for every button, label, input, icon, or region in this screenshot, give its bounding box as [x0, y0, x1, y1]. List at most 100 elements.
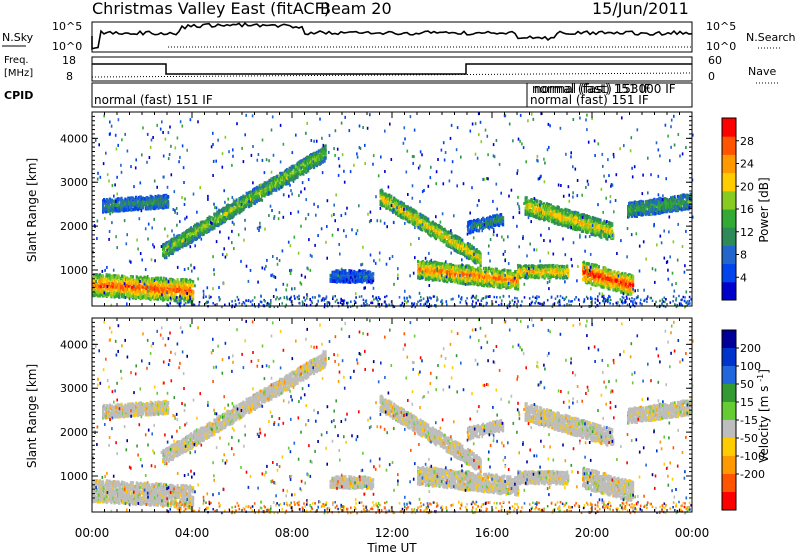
power-heatmap [92, 112, 694, 309]
power-echo [115, 278, 118, 283]
power-echo [503, 268, 506, 272]
power-echo [390, 194, 393, 199]
power-echo [93, 273, 96, 277]
power-echo [168, 281, 171, 285]
power-echo [213, 226, 216, 230]
power-echo [162, 206, 165, 210]
power-echo [102, 204, 105, 208]
freq-tick-bottom: 8 [66, 70, 73, 83]
power-echo [127, 285, 131, 289]
power-echo [181, 239, 184, 243]
power-echo [218, 208, 221, 213]
power-echo [126, 292, 129, 296]
power-echo [160, 278, 163, 283]
power-echo [187, 280, 190, 284]
power-echo [125, 287, 128, 291]
power-echo [185, 282, 188, 287]
power-echo [188, 291, 191, 295]
power-echo [154, 290, 157, 294]
power-echo [157, 297, 160, 301]
power-echo [472, 249, 475, 253]
power-echo [136, 207, 140, 212]
freq-panel [91, 56, 693, 82]
power-echo [208, 224, 211, 229]
power-echo [118, 197, 121, 202]
power-echo [453, 273, 457, 277]
power-echo [502, 223, 505, 227]
power-echo [124, 197, 127, 201]
power-echo [427, 277, 430, 282]
nsky-label: N.Sky [2, 31, 34, 44]
power-echo [115, 285, 118, 289]
freq-tick-top: 18 [62, 54, 76, 67]
power-echo [494, 223, 497, 227]
power-echo [418, 220, 421, 224]
power-echo [189, 236, 192, 240]
power-echo [468, 242, 471, 247]
power-echo [148, 202, 151, 206]
power-echo [178, 237, 181, 241]
power-echo [99, 285, 102, 289]
power-echo [166, 292, 169, 297]
power-echo [200, 220, 203, 224]
power-echo [157, 206, 160, 210]
power-echo [150, 293, 153, 297]
power-echo [180, 278, 183, 282]
power-echo [110, 293, 113, 297]
power-echo [109, 278, 112, 282]
power-echo [479, 255, 482, 259]
power-echo [192, 294, 195, 298]
power-echo [150, 289, 153, 294]
power-echo [128, 207, 131, 212]
power-echo [140, 292, 143, 296]
figure-title: Christmas Valley East (fitACF) [92, 0, 330, 18]
power-echo [96, 274, 100, 278]
power-echo [517, 283, 520, 287]
cpid-segment-4: normal (fast) 153000 IF [534, 82, 676, 96]
power-echo [130, 205, 133, 209]
power-echo [101, 274, 104, 278]
power-echo [509, 271, 512, 275]
power-echo [135, 294, 138, 299]
power-echo [176, 278, 179, 282]
power-echo [116, 202, 119, 206]
power-echo [257, 198, 260, 202]
power-echo [178, 235, 181, 239]
power-echo [388, 193, 391, 197]
power-echo [118, 275, 121, 279]
power-echo [225, 212, 228, 216]
power-echo [139, 275, 142, 280]
power-echo [369, 270, 372, 275]
power-echo [112, 209, 115, 213]
power-echo [114, 292, 117, 296]
cpid-segment-2: normal (fast) 151 IF [532, 82, 651, 96]
power-echo [154, 206, 157, 210]
beam-label: Beam 20 [320, 0, 392, 18]
power-echo [158, 289, 161, 293]
power-echo [248, 204, 251, 209]
power-echo [144, 203, 147, 207]
power-echo [104, 207, 108, 211]
power-echo [97, 284, 100, 288]
power-echo [160, 283, 163, 287]
power-echo [471, 266, 474, 270]
power-echo [321, 160, 324, 164]
power-echo [190, 227, 193, 231]
power-echo [184, 240, 187, 245]
power-echo [132, 278, 135, 283]
power-echo [100, 282, 103, 287]
power-echo [170, 291, 173, 295]
power-echo [232, 214, 235, 218]
power-echo [442, 272, 445, 276]
power-echo [98, 281, 101, 285]
power-echo [99, 292, 102, 296]
power-echo [156, 291, 159, 296]
power-echo [93, 280, 97, 284]
power-echo [146, 296, 149, 300]
power-echo [462, 281, 465, 286]
power-echo [129, 276, 133, 280]
power-echo [461, 238, 464, 242]
power-echo [150, 296, 153, 300]
power-echo [97, 279, 100, 283]
